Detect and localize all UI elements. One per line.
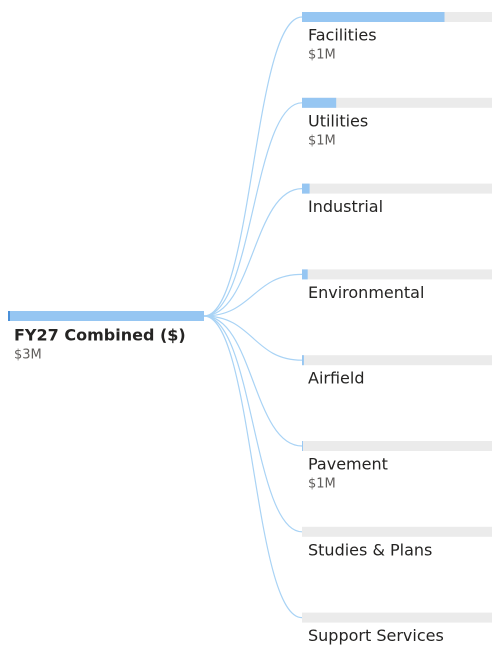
root-bar-edge (8, 311, 10, 321)
root-amount: $3M (14, 348, 42, 363)
link (203, 315, 303, 361)
node-label: Pavement (308, 455, 388, 474)
link (203, 315, 303, 533)
node-label: Support Services (308, 626, 444, 645)
root-bar (8, 311, 204, 321)
bar-track (302, 441, 492, 451)
bar-track (302, 526, 492, 537)
link (203, 315, 303, 619)
bar (302, 97, 337, 108)
node-label: Airfield (308, 369, 365, 388)
bar (302, 269, 308, 280)
node-amount: $1M (308, 48, 336, 63)
link (203, 273, 303, 317)
node-label: Environmental (308, 283, 424, 302)
node-label: Industrial (308, 197, 383, 216)
bar (302, 441, 303, 451)
node-label: Studies & Plans (308, 540, 432, 559)
link (203, 102, 303, 317)
bar-track (302, 355, 492, 366)
bar (302, 183, 310, 194)
link (203, 315, 303, 447)
node-amount: $1M (308, 477, 336, 492)
bar (302, 355, 304, 366)
node-label: Utilities (308, 111, 368, 130)
node-label: Facilities (308, 26, 377, 45)
bar-track (302, 269, 492, 280)
links (203, 16, 303, 619)
node-amount: $1M (308, 133, 336, 148)
bar (302, 12, 445, 22)
bar-track (302, 97, 492, 108)
root-label: FY27 Combined ($) (14, 326, 186, 345)
link (203, 188, 303, 317)
bar-track (302, 612, 492, 623)
bar-track (302, 183, 492, 194)
link (203, 16, 303, 317)
